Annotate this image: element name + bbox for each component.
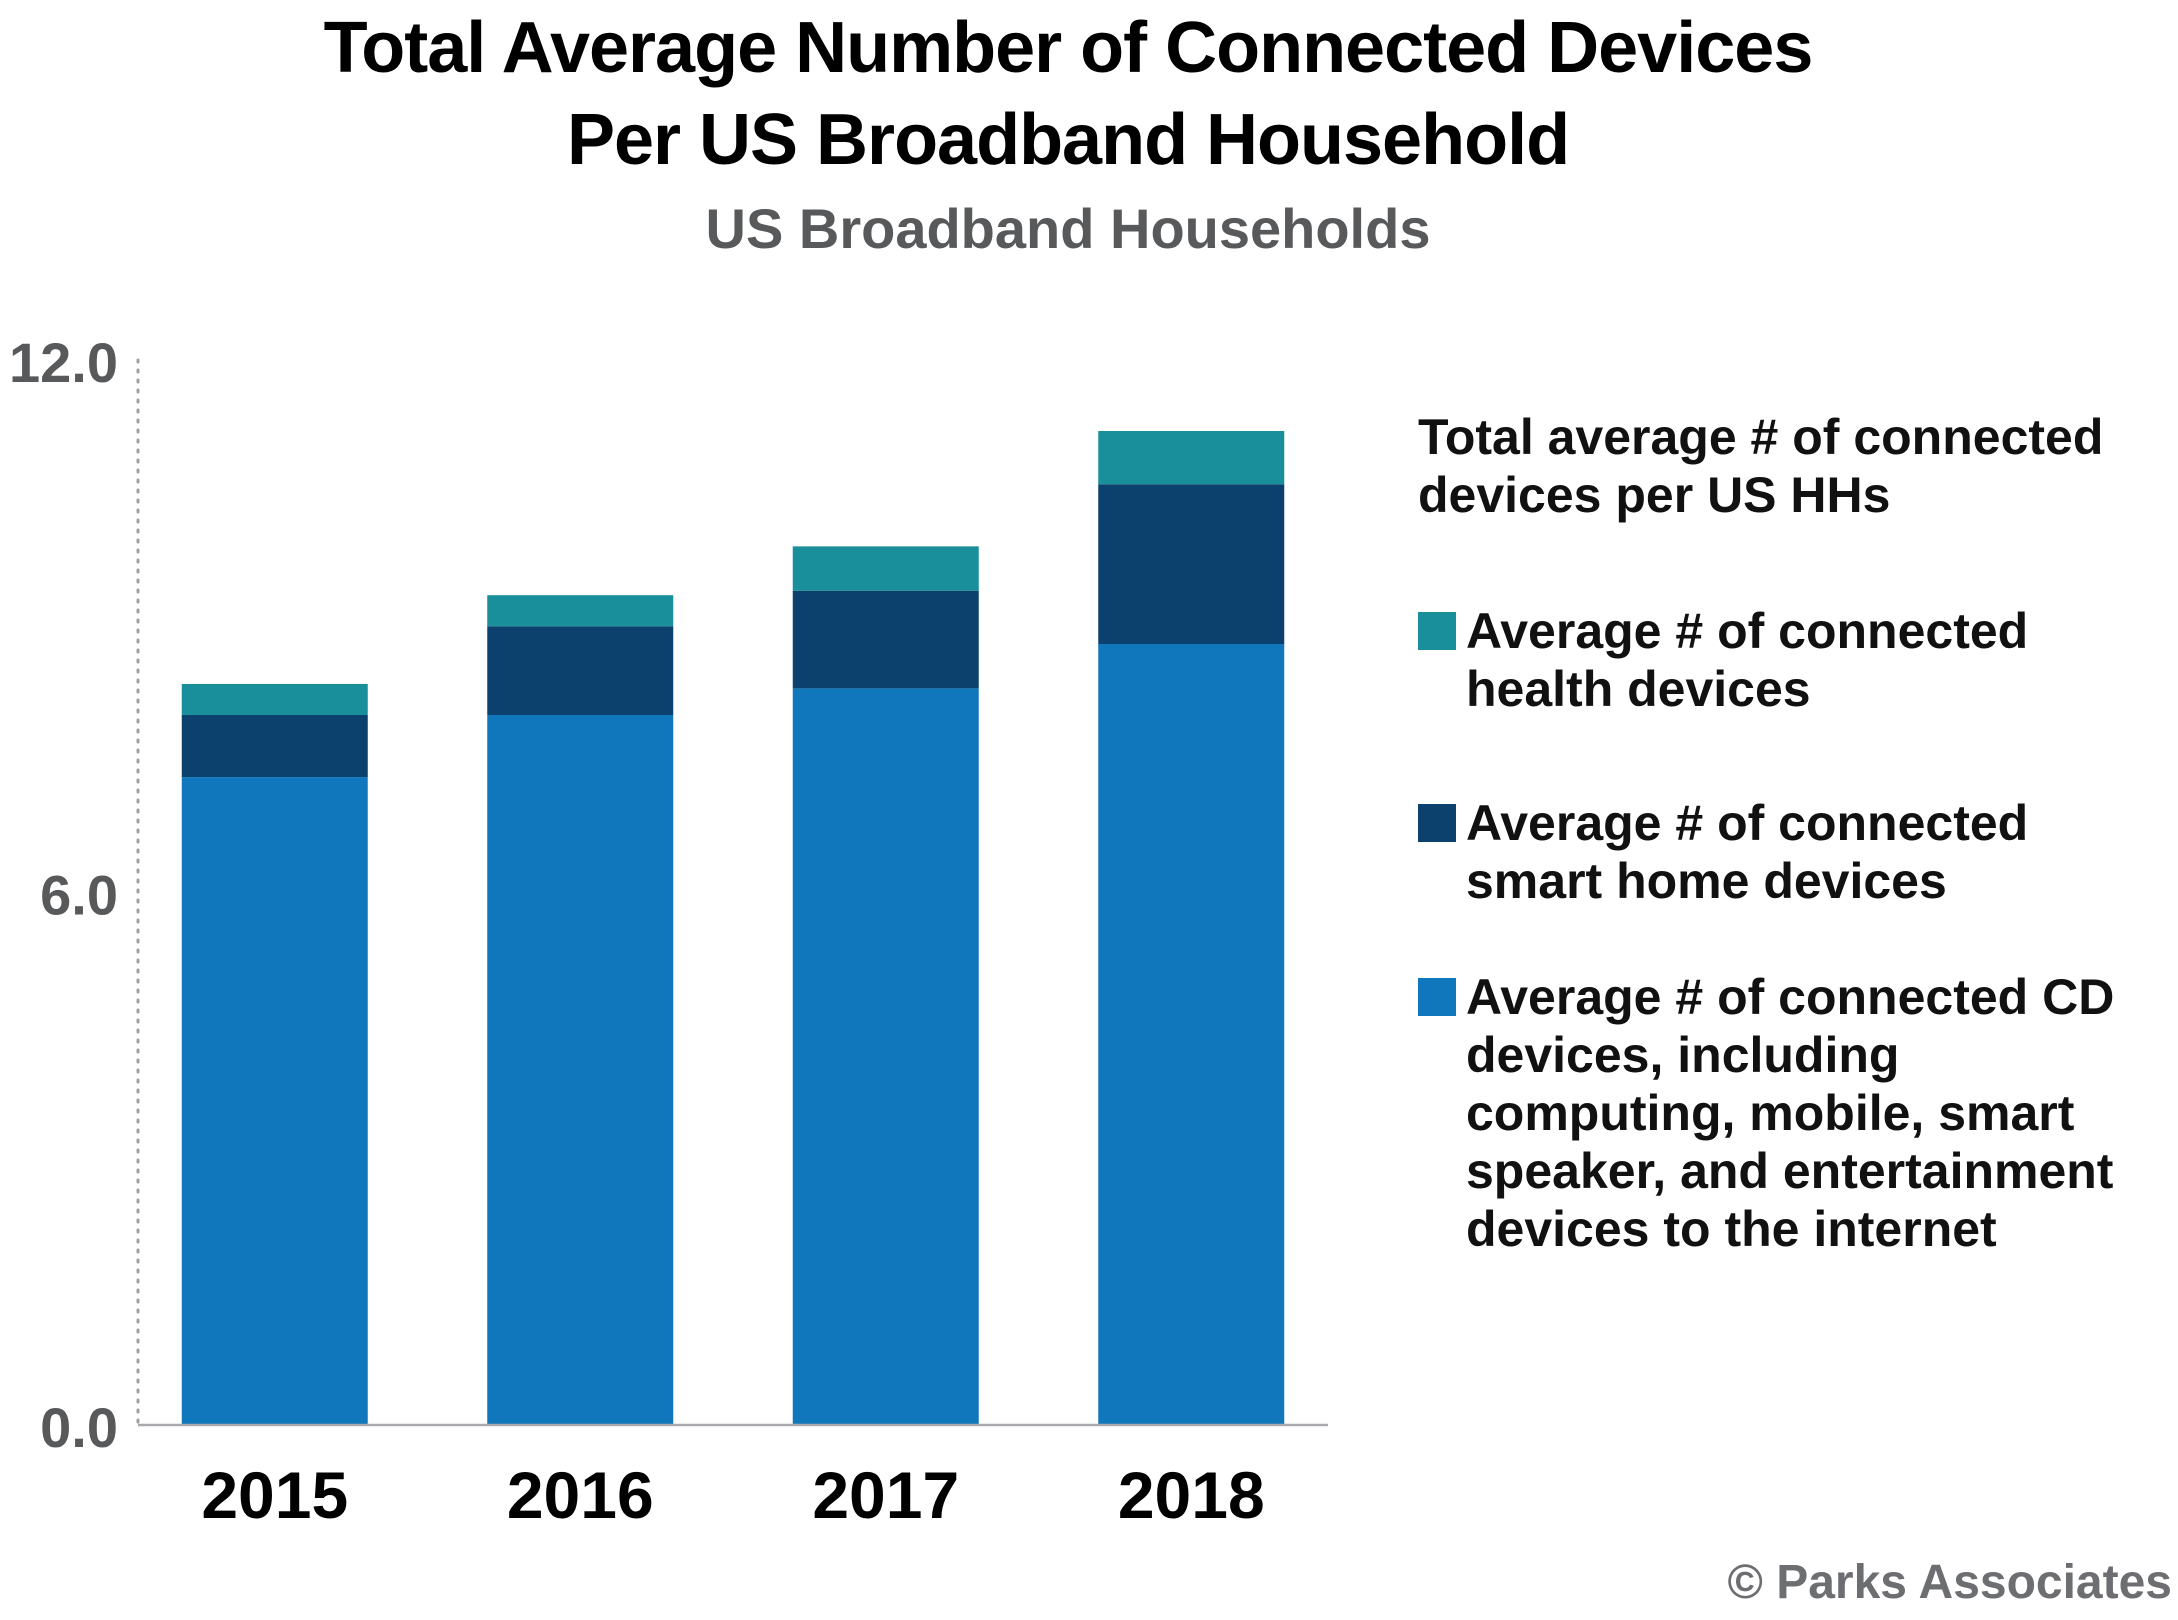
y-tick-label: 0.0 [40,1396,118,1459]
legend-label-health-line-1: Average # of connected [1466,603,2029,659]
bar-2017-series-1 [792,590,979,689]
copyright-text: © Parks Associates [1727,1556,2172,1609]
bar-2018-series-2 [1098,431,1285,485]
legend-swatch-health [1418,612,1456,650]
bar-2017-series-0 [792,688,979,1425]
legend-swatch-cd [1418,978,1456,1016]
bar-2018-series-1 [1098,484,1285,644]
legend-label-smart-home: Average # of connected smart home device… [1466,794,2166,910]
legend-label-health-line-2: health devices [1466,661,1811,717]
legend-label-smart-home-line-1: Average # of connected [1466,795,2029,851]
legend-label-cd-line-2: devices, including [1466,1027,1900,1083]
chart-title-line-2: Per US Broadband Household [566,100,1570,180]
bar-2015-series-1 [181,715,368,778]
x-tick-label-2017: 2017 [812,1458,959,1532]
chart-title: Total Average Number of Connected Device… [0,2,2136,186]
legend-label-cd: Average # of connected CD devices, inclu… [1466,968,2166,1258]
bar-2017-series-2 [792,546,979,591]
bar-2018-series-0 [1098,644,1285,1425]
legend-label-smart-home-line-2: smart home devices [1466,853,1947,909]
legend-title-line-2: devices per US HHs [1418,467,1891,523]
legend-label-health: Average # of connected health devices [1466,602,2166,718]
y-tick-label: 6.0 [40,864,118,927]
legend-label-cd-line-4: speaker, and entertainment [1466,1143,2114,1199]
legend-label-cd-line-1: Average # of connected CD [1466,969,2115,1025]
x-tick-label-2015: 2015 [201,1458,348,1532]
legend-title-line-1: Total average # of connected [1418,409,2104,465]
chart-subtitle: US Broadband Households [705,197,1431,260]
legend-title: Total average # of connected devices per… [1418,408,2178,524]
legend-label-cd-line-3: computing, mobile, smart [1466,1085,2075,1141]
bar-2016-series-1 [487,626,674,715]
chart-title-line-1: Total Average Number of Connected Device… [323,8,1814,88]
bar-2016-series-0 [487,715,674,1425]
bar-2015-series-0 [181,777,368,1425]
bar-2015-series-2 [181,683,368,715]
y-tick-label: 12.0 [9,331,118,394]
legend-label-cd-line-5: devices to the internet [1466,1201,1997,1257]
x-tick-label-2018: 2018 [1118,1458,1265,1532]
x-tick-label-2016: 2016 [507,1458,654,1532]
legend-swatch-smart-home [1418,804,1456,842]
legend: Total average # of connected devices per… [1418,408,2178,1257]
bar-2016-series-2 [487,595,674,627]
